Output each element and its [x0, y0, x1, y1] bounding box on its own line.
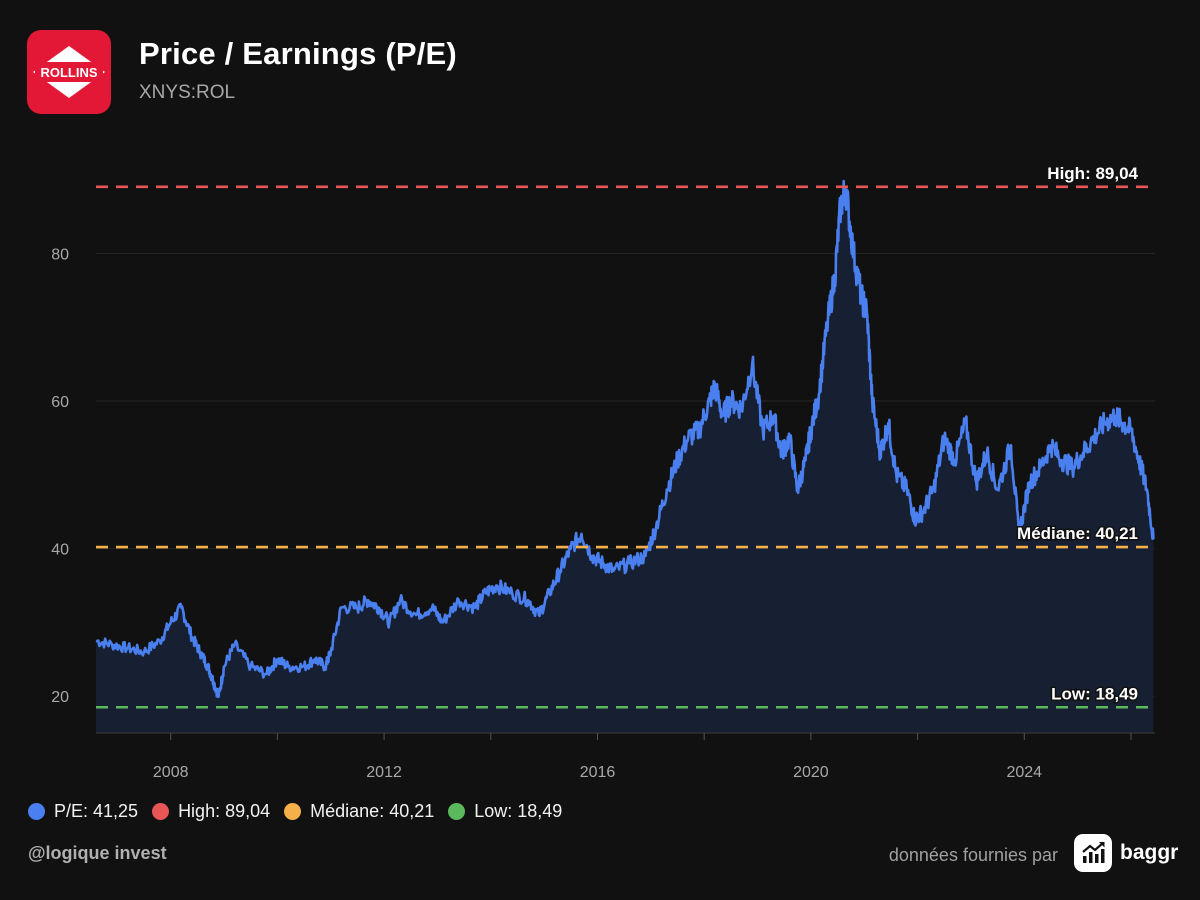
- legend: P/E: 41,25 High: 89,04 Médiane: 40,21 Lo…: [28, 801, 576, 822]
- brand-name: baggr: [1120, 841, 1179, 864]
- legend-label-pe: P/E: 41,25: [54, 801, 139, 821]
- legend-label-median: Médiane: 40,21: [310, 801, 435, 821]
- y-tick-label: 80: [51, 247, 69, 264]
- x-tick-label: 2020: [793, 764, 829, 781]
- series-line: [95, 179, 1155, 699]
- legend-item-median: Médiane: 40,21: [284, 801, 434, 822]
- legend-item-high: High: 89,04: [152, 801, 270, 822]
- legend-item-low: Low: 18,49: [448, 801, 562, 822]
- logo-text: ROLLINS: [40, 65, 97, 80]
- y-tick-label: 60: [51, 394, 69, 411]
- y-tick-label: 40: [51, 542, 69, 559]
- x-tick-label: 2016: [580, 764, 616, 781]
- x-tick-label: 2012: [366, 764, 402, 781]
- y-tick-label: 20: [51, 689, 69, 706]
- legend-dot-median: [284, 803, 302, 820]
- pe-chart: High: 89,04 Médiane: 40,21 Low: 18,49 20 40…: [51, 162, 1155, 781]
- rollins-logo-icon: ROLLINS: [33, 46, 105, 98]
- baggr-brand[interactable]: baggr: [1074, 834, 1178, 872]
- x-tick-label: 2008: [153, 764, 189, 781]
- ref-label-high: High: 89,04: [1047, 164, 1138, 183]
- pe-area: [96, 181, 1154, 734]
- x-tick-label: 2024: [1006, 764, 1042, 781]
- legend-dot-high: [152, 803, 170, 820]
- legend-dot-low: [448, 803, 466, 820]
- legend-dot-pe: [28, 803, 45, 820]
- axes: 20 40 60 80 2008 2012 2016 2020 2024: [51, 247, 1155, 781]
- source-text: données fournies par: [888, 845, 1058, 865]
- ticker-subtitle: XNYS:ROL: [139, 82, 236, 103]
- credit-text: @logique invest: [28, 843, 167, 863]
- pe-line: [95, 179, 1155, 699]
- page-title: Price / Earnings (P/E): [139, 36, 457, 71]
- reference-lines: High: 89,04 Médiane: 40,21 Low: 18,49: [96, 162, 1155, 709]
- chart-trend-icon: [1074, 834, 1112, 872]
- legend-label-low: Low: 18,49: [474, 801, 563, 821]
- company-logo: ROLLINS: [27, 30, 111, 114]
- ref-label-median: Médiane: 40,21: [1017, 524, 1138, 543]
- ref-label-low: Low: 18,49: [1051, 684, 1138, 703]
- legend-item-pe: P/E: 41,25: [28, 801, 138, 822]
- legend-label-high: High: 89,04: [178, 801, 271, 821]
- area-fill: [96, 181, 1154, 734]
